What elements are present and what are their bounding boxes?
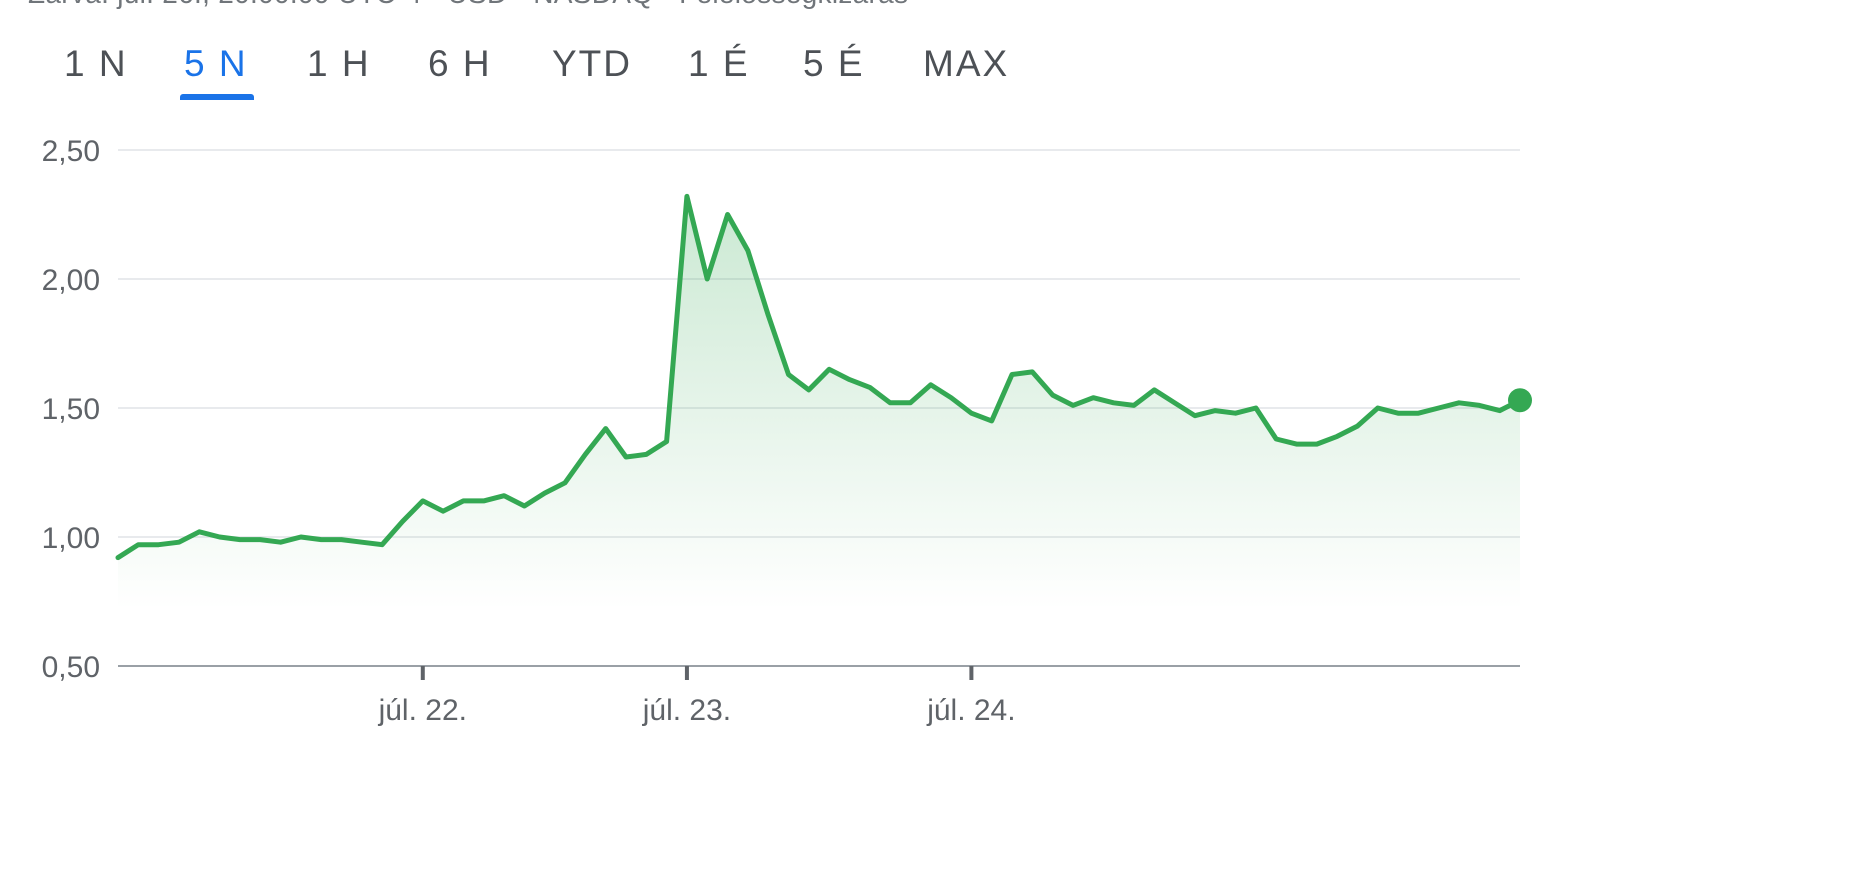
tab-1-month[interactable]: 1 H bbox=[307, 40, 371, 110]
tab-label: 1 N bbox=[64, 43, 128, 84]
y-tick-label: 0,50 bbox=[42, 651, 100, 684]
tab-1-year[interactable]: 1 É bbox=[688, 40, 750, 110]
x-tick-label: júl. 24. bbox=[926, 694, 1015, 727]
tab-label: 1 É bbox=[688, 43, 750, 84]
x-tick-label: júl. 23. bbox=[642, 694, 731, 727]
x-tick-label: júl. 22. bbox=[378, 694, 467, 727]
tab-label: 6 H bbox=[428, 43, 492, 84]
tab-max[interactable]: MAX bbox=[923, 40, 1009, 110]
tab-ytd[interactable]: YTD bbox=[552, 40, 632, 110]
price-line bbox=[115, 193, 1523, 561]
tab-6-month[interactable]: 6 H bbox=[428, 40, 492, 110]
tab-label: 5 N bbox=[184, 43, 248, 84]
tab-1-day[interactable]: 1 N bbox=[64, 40, 128, 110]
tab-label: 5 É bbox=[803, 43, 865, 84]
y-tick-label: 2,50 bbox=[42, 135, 100, 168]
price-area bbox=[118, 196, 1520, 610]
tab-5-year[interactable]: 5 É bbox=[803, 40, 865, 110]
tab-label: 1 H bbox=[307, 43, 371, 84]
tab-5-day[interactable]: 5 N bbox=[180, 40, 254, 110]
last-price-dot bbox=[1508, 388, 1532, 413]
tab-label: MAX bbox=[923, 43, 1010, 84]
y-tick-label: 1,00 bbox=[42, 522, 100, 555]
y-tick-label: 1,50 bbox=[42, 393, 100, 426]
active-tab-indicator bbox=[180, 94, 254, 100]
quote-info-line: Zárva: júl. 26., 20:00:00 UTC-4 · USD · … bbox=[28, 0, 908, 10]
range-tabs: 1 N 5 N 1 H 6 H YTD 1 É 5 É MAX bbox=[0, 40, 1300, 110]
tab-label: YTD bbox=[552, 43, 632, 84]
y-tick-label: 2,00 bbox=[42, 264, 100, 297]
